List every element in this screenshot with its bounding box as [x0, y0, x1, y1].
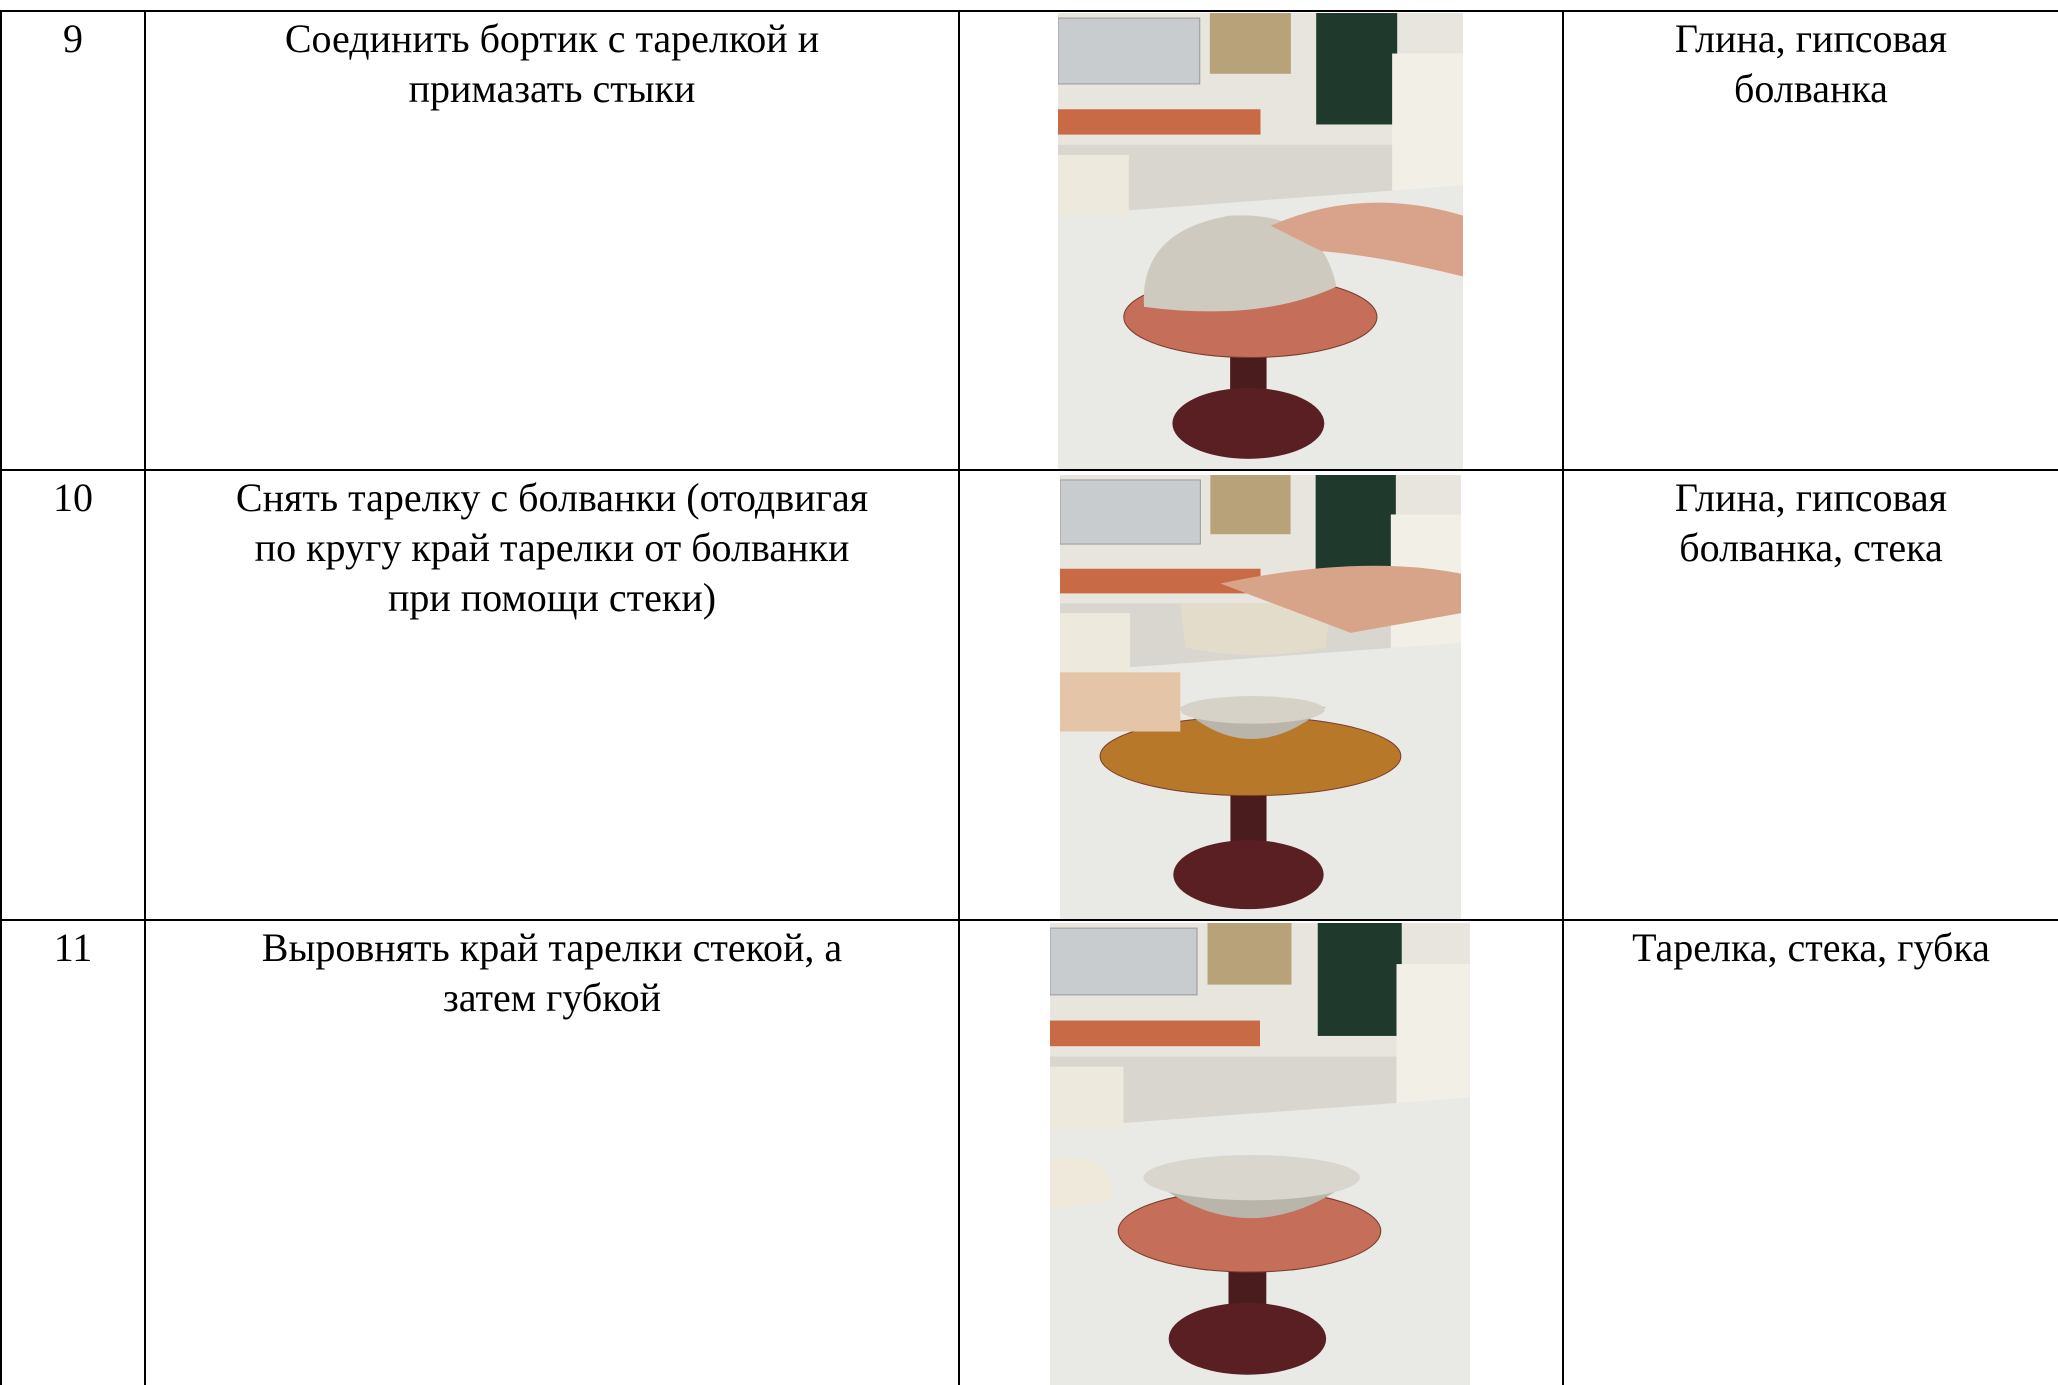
row-number: 11 — [53, 925, 93, 970]
number-cell: 9 — [0, 10, 144, 469]
row-number: 10 — [53, 475, 93, 520]
text-line: болванка, стека — [1679, 525, 1943, 570]
text-line: примазать стыки — [408, 66, 696, 111]
text-line: Глина, гипсовая — [1674, 475, 1948, 520]
step-cell: Снять тарелку с болванки (отодвигая по кр… — [144, 469, 958, 919]
materials-cell: Глина, гипсовая болванка, стека — [1562, 469, 2058, 919]
number-cell: 10 — [0, 469, 144, 919]
photo — [1050, 923, 1470, 1385]
materials-cell: Глина, гипсовая болванка — [1562, 10, 2058, 469]
text-line: по кругу край тарелки от болванки — [254, 525, 850, 570]
photo — [1058, 13, 1463, 469]
materials-cell: Тарелка, стека, губка — [1562, 919, 2058, 1385]
number-cell: 11 — [0, 919, 144, 1385]
text-line: при помощи стеки) — [387, 575, 717, 620]
text-line: болванка — [1734, 66, 1888, 111]
row-number: 9 — [63, 16, 83, 61]
text-line: Выровнять край тарелки стекой, а — [261, 925, 843, 970]
photo-cell — [958, 919, 1562, 1385]
text-line: Снять тарелку с болванки (отодвигая — [235, 475, 869, 520]
photo-cell — [958, 469, 1562, 919]
text-line: затем губкой — [442, 975, 662, 1020]
text-line: Глина, гипсовая — [1674, 16, 1948, 61]
step-cell: Выровнять край тарелки стекой, а затем гу… — [144, 919, 958, 1385]
photo-cell — [958, 10, 1562, 469]
text-line: Соединить бортик с тарелкой и — [284, 16, 820, 61]
photo — [1060, 475, 1461, 919]
step-cell: Соединить бортик с тарелкой и примазать с… — [144, 10, 958, 469]
text-line: Тарелка, стека, губка — [1632, 925, 1990, 970]
